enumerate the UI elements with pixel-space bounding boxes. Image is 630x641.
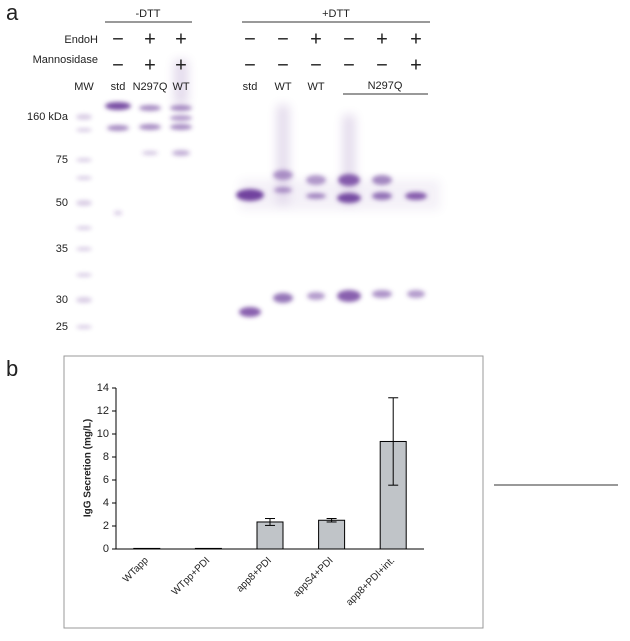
mannosidase-sign: + <box>410 54 422 76</box>
lane-label: WT <box>307 81 324 93</box>
bar <box>318 519 346 550</box>
row-label: EndoH <box>64 34 98 46</box>
endoh-sign: − <box>343 28 355 50</box>
y-tick-label: 10 <box>97 428 109 440</box>
mannosidase-sign: − <box>310 54 322 76</box>
endoh-sign: − <box>112 28 124 50</box>
lane-label: std <box>111 81 126 93</box>
marker-label: 30 <box>56 294 68 306</box>
marker-label: 25 <box>56 321 68 333</box>
mannosidase-sign: − <box>244 54 256 76</box>
row-label: Mannosidase <box>33 54 98 66</box>
x-tick-label: app8+PDI+int. <box>344 555 397 608</box>
x-tick-label: app8+PDI <box>235 555 274 594</box>
marker-label: 35 <box>56 243 68 255</box>
endoh-sign: − <box>277 28 289 50</box>
marker-label: 75 <box>56 154 68 166</box>
endoh-sign: + <box>310 28 322 50</box>
lane-label: N297Q <box>133 81 168 93</box>
mannosidase-sign: − <box>343 54 355 76</box>
panel-label: a <box>6 0 19 25</box>
lane-label: WT <box>274 81 291 93</box>
x-tick-label: WTpp+PDI <box>170 555 213 598</box>
bar <box>194 547 222 550</box>
y-tick-label: 8 <box>103 451 109 463</box>
y-axis-label: IgG Secretion (mg/L) <box>83 419 94 517</box>
y-tick-label: 12 <box>97 405 109 417</box>
endoh-sign: + <box>410 28 422 50</box>
endoh-sign: + <box>376 28 388 50</box>
endoh-sign: + <box>175 28 187 50</box>
mannosidase-sign: + <box>175 54 187 76</box>
panel-label: b <box>6 356 18 381</box>
y-tick-label: 2 <box>103 520 109 532</box>
marker-label: 160 kDa <box>27 111 69 123</box>
y-tick-label: 14 <box>97 382 109 394</box>
y-tick-label: 0 <box>103 543 109 555</box>
lane-label: N297Q <box>368 80 403 92</box>
group-label: +DTT <box>322 8 350 20</box>
endoh-sign: + <box>144 28 156 50</box>
y-tick-label: 6 <box>103 474 109 486</box>
lane-label: MW <box>74 81 94 93</box>
marker-label: 50 <box>56 197 68 209</box>
x-tick-label: WTapp <box>121 555 151 585</box>
bar <box>133 547 161 550</box>
lane-label: WT <box>172 81 189 93</box>
gel <box>76 60 440 329</box>
group-label: -DTT <box>135 8 160 20</box>
mannosidase-sign: − <box>376 54 388 76</box>
endoh-sign: − <box>244 28 256 50</box>
mannosidase-sign: − <box>277 54 289 76</box>
x-tick-label: appS4+PDI <box>291 555 335 599</box>
mannosidase-sign: + <box>144 54 156 76</box>
mannosidase-sign: − <box>112 54 124 76</box>
lane-label: std <box>243 81 258 93</box>
chart-frame <box>63 355 484 629</box>
bar <box>256 521 284 550</box>
y-tick-label: 4 <box>103 497 109 509</box>
